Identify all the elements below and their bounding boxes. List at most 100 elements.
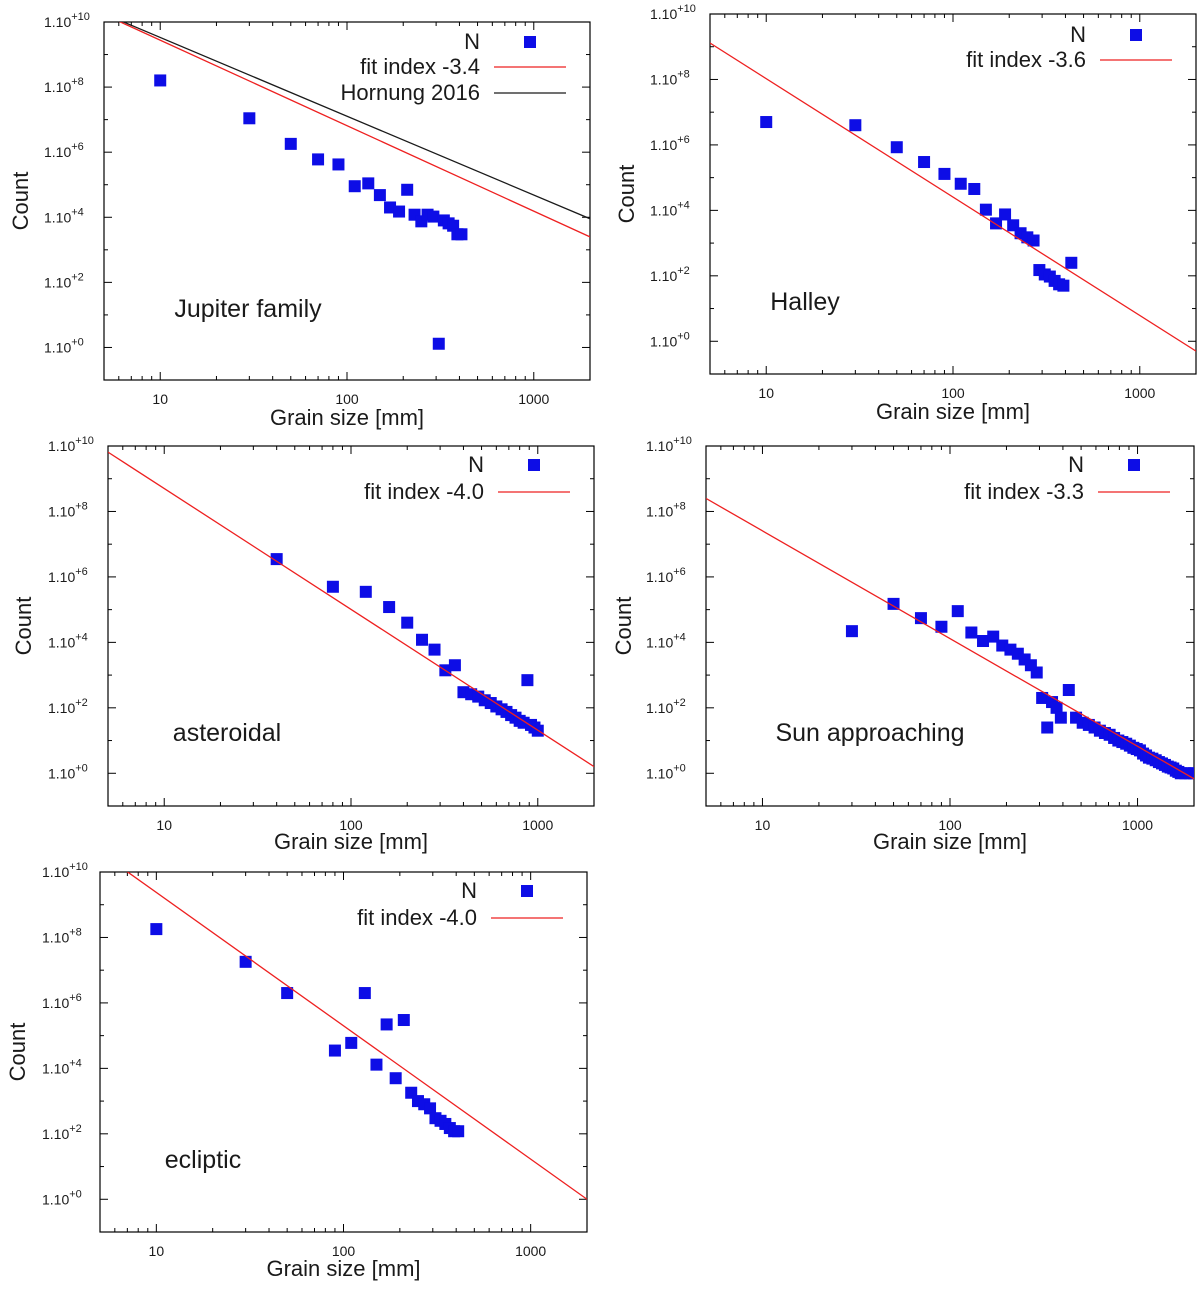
y-tick-exponent: +6 [677,134,690,146]
data-point [270,553,283,566]
plot-frame [705,445,1195,807]
y-tick-exponent: +6 [69,992,82,1004]
y-axis-label: Count [5,1023,30,1082]
legend-label: fit index -3.3 [964,479,1084,504]
y-tick-base: 1.10 [44,274,71,290]
y-tick-base: 1.10 [646,503,673,519]
data-point [373,189,386,202]
data-point [328,1044,341,1057]
panel-3: 10 100 10001.10+01.10+21.10+41.10+61.10+81… [11,435,595,854]
data-point [424,1102,437,1115]
y-tick-base: 1.10 [44,209,71,225]
y-tick-base: 1.10 [42,1191,69,1207]
panel-label: asteroidal [173,719,281,747]
y-tick-base: 1.10 [650,6,677,22]
data-point [935,620,948,633]
data-point [954,177,967,190]
data-point [243,112,256,125]
y-tick-label: 1.10+6 [42,992,82,1011]
plot-area [706,497,1194,780]
data-point [914,612,927,625]
y-tick-base: 1.10 [650,202,677,218]
data-point [362,177,375,190]
y-tick-base: 1.10 [646,438,673,454]
x-tick-label: 10 [156,817,172,833]
x-tick-label: 1000 [515,1243,546,1259]
y-tick-exponent: +6 [673,566,686,578]
y-tick-label: 1.10+0 [646,762,686,781]
y-tick-exponent: +10 [75,435,94,447]
y-tick-exponent: +8 [677,68,690,80]
y-tick-label: 1.10+4 [650,199,690,218]
data-point [1036,691,1049,704]
panel-5: 10 100 10001.10+01.10+21.10+41.10+61.10+81… [5,861,588,1281]
data-point [951,605,964,618]
y-tick-label: 1.10+2 [650,265,690,284]
y-tick-base: 1.10 [650,137,677,153]
y-tick-exponent: +4 [75,631,88,643]
y-tick-label: 1.10+10 [42,861,88,880]
data-point [1021,231,1034,244]
plot-area [126,872,587,1200]
data-point [380,1018,393,1031]
data-point [999,208,1012,221]
y-tick-base: 1.10 [48,503,75,519]
data-point [1054,711,1067,724]
y-tick-base: 1.10 [44,144,71,160]
data-point [890,141,903,154]
legend-label: N [464,29,480,54]
y-tick-label: 1.10+8 [42,926,82,945]
data-point [1188,767,1194,780]
legend-marker [524,36,536,48]
fit-line [706,497,1194,780]
legend-marker [528,459,540,471]
legend-label: Hornung 2016 [341,80,480,105]
y-tick-exponent: +8 [75,500,88,512]
y-tick-exponent: +0 [71,336,84,348]
data-point [455,228,468,241]
y-tick-exponent: +4 [673,631,686,643]
data-point [1018,653,1031,666]
plot-area [118,22,590,350]
legend-marker [521,885,533,897]
data-point [427,210,440,223]
data-point [345,1036,358,1049]
y-tick-exponent: +2 [69,1123,82,1135]
plot-frame [709,13,1197,375]
data-point [393,205,406,218]
y-tick-exponent: +2 [677,265,690,277]
legend-label: fit index -4.0 [364,479,484,504]
fit-line [710,42,1196,352]
y-tick-label: 1.10+6 [646,566,686,585]
x-tick-label: 1000 [518,391,549,407]
y-tick-base: 1.10 [650,333,677,349]
panel-label: Jupiter family [174,295,322,323]
y-tick-exponent: +0 [75,762,88,774]
data-point [1027,234,1040,247]
plot-frame [99,871,588,1233]
legend-label: fit index -3.6 [966,47,1086,72]
data-point [150,923,163,936]
data-point [1057,279,1070,292]
y-tick-exponent: +4 [69,1057,82,1069]
y-tick-exponent: +10 [673,435,692,447]
data-point [448,659,461,672]
data-point [389,1072,402,1085]
y-tick-base: 1.10 [42,1126,69,1142]
panel-label: Sun approaching [775,719,964,747]
data-point [1050,701,1063,714]
y-tick-base: 1.10 [48,634,75,650]
y-tick-label: 1.10+10 [646,435,692,454]
data-point [383,601,396,614]
x-tick-label: 10 [758,385,774,401]
data-point [968,182,981,195]
data-point [348,180,361,193]
plot-frame [103,21,591,381]
y-tick-label: 1.10+10 [44,11,90,30]
y-tick-exponent: +2 [673,697,686,709]
y-tick-base: 1.10 [646,634,673,650]
y-tick-exponent: +2 [75,697,88,709]
y-tick-label: 1.10+4 [48,631,88,650]
data-point [887,597,900,610]
